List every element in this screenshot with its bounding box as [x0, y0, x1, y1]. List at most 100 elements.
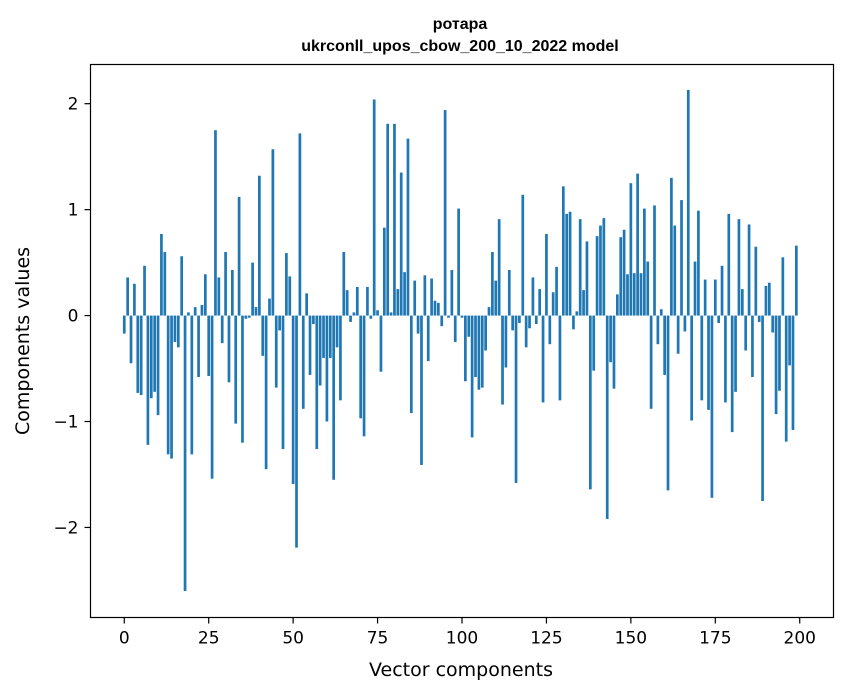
bar-122	[534, 315, 538, 325]
bar-160	[663, 315, 666, 375]
bar-41	[261, 315, 265, 356]
bar-190	[764, 285, 768, 316]
bar-88	[420, 315, 423, 465]
bar-152	[636, 173, 639, 316]
bar-199	[794, 245, 798, 316]
bar-170	[697, 210, 700, 316]
bar-117	[518, 315, 521, 323]
bar-109	[491, 252, 494, 316]
bar-162	[670, 177, 673, 316]
bar-11	[160, 234, 163, 316]
x-tick-label: 25	[198, 629, 220, 649]
bar-74	[372, 99, 376, 316]
bar-189	[761, 315, 764, 501]
bar-98	[453, 315, 457, 343]
bar-30	[224, 252, 227, 316]
bar-26	[210, 315, 214, 479]
x-axis-label: Vector components	[369, 659, 553, 681]
bar-0	[122, 315, 126, 334]
bar-105	[477, 315, 481, 390]
bar-112	[501, 315, 504, 405]
chart-title: ротара	[433, 16, 488, 33]
bar-104	[474, 315, 477, 378]
bars	[122, 89, 798, 592]
bar-2	[129, 315, 133, 364]
bar-29	[220, 315, 224, 344]
bar-191	[767, 282, 771, 316]
bar-46	[278, 315, 281, 331]
bar-64	[339, 315, 342, 401]
bar-156	[649, 315, 653, 409]
bar-183	[740, 289, 744, 316]
bar-196	[784, 315, 788, 442]
plot-frame	[89, 63, 835, 619]
bar-3	[133, 283, 136, 316]
x-tick-label: 0	[119, 629, 130, 649]
bar-129	[558, 315, 562, 401]
bar-54	[305, 293, 308, 316]
bar-81	[396, 289, 400, 316]
bar-119	[524, 315, 528, 348]
bar-102	[467, 315, 471, 337]
bar-68	[352, 312, 356, 316]
bar-166	[683, 315, 687, 332]
bar-121	[531, 277, 535, 316]
bar-161	[666, 315, 670, 491]
bar-198	[791, 315, 795, 430]
bar-47	[281, 315, 285, 450]
bar-87	[416, 315, 420, 334]
bar-62	[332, 315, 336, 480]
bar-126	[548, 315, 552, 345]
bar-168	[690, 315, 694, 421]
bar-28	[217, 277, 221, 316]
bar-180	[730, 315, 734, 433]
bar-130	[561, 186, 565, 316]
bar-89	[423, 275, 427, 316]
bar-48	[285, 253, 288, 316]
bar-7	[146, 315, 150, 445]
bar-63	[335, 315, 339, 348]
bar-107	[484, 315, 487, 351]
bar-195	[781, 257, 785, 316]
bar-79	[389, 312, 393, 316]
bar-5	[139, 315, 143, 396]
bar-39	[254, 307, 258, 316]
bar-127	[551, 292, 555, 316]
bar-177	[720, 265, 724, 316]
bar-56	[312, 315, 315, 325]
bar-12	[163, 252, 167, 316]
bar-146	[616, 294, 619, 316]
bar-14	[170, 315, 173, 459]
bar-80	[393, 123, 396, 316]
bar-44	[271, 149, 275, 316]
bar-155	[646, 261, 650, 316]
bar-21	[193, 307, 197, 316]
bar-132	[568, 211, 572, 316]
bar-58	[318, 315, 322, 386]
bar-194	[778, 315, 781, 391]
bar-149	[626, 274, 629, 316]
bar-113	[504, 315, 508, 368]
bar-185	[747, 224, 751, 316]
bar-57	[315, 315, 319, 450]
bar-144	[609, 315, 612, 363]
bar-22	[197, 315, 200, 378]
bar-69	[355, 286, 359, 316]
bar-82	[399, 172, 403, 316]
bar-148	[622, 229, 626, 316]
bar-157	[653, 205, 656, 316]
x-tick-label: 150	[615, 629, 647, 649]
bar-120	[528, 315, 531, 329]
bar-10	[156, 315, 160, 416]
bar-151	[632, 273, 636, 316]
bar-78	[386, 123, 390, 316]
bar-35	[241, 315, 244, 443]
bar-76	[379, 315, 383, 372]
bar-108	[487, 307, 491, 316]
x-tick-label: 175	[699, 629, 731, 649]
bar-24	[203, 274, 207, 316]
y-tick-label: −2	[53, 518, 78, 538]
bar-16	[176, 315, 180, 348]
